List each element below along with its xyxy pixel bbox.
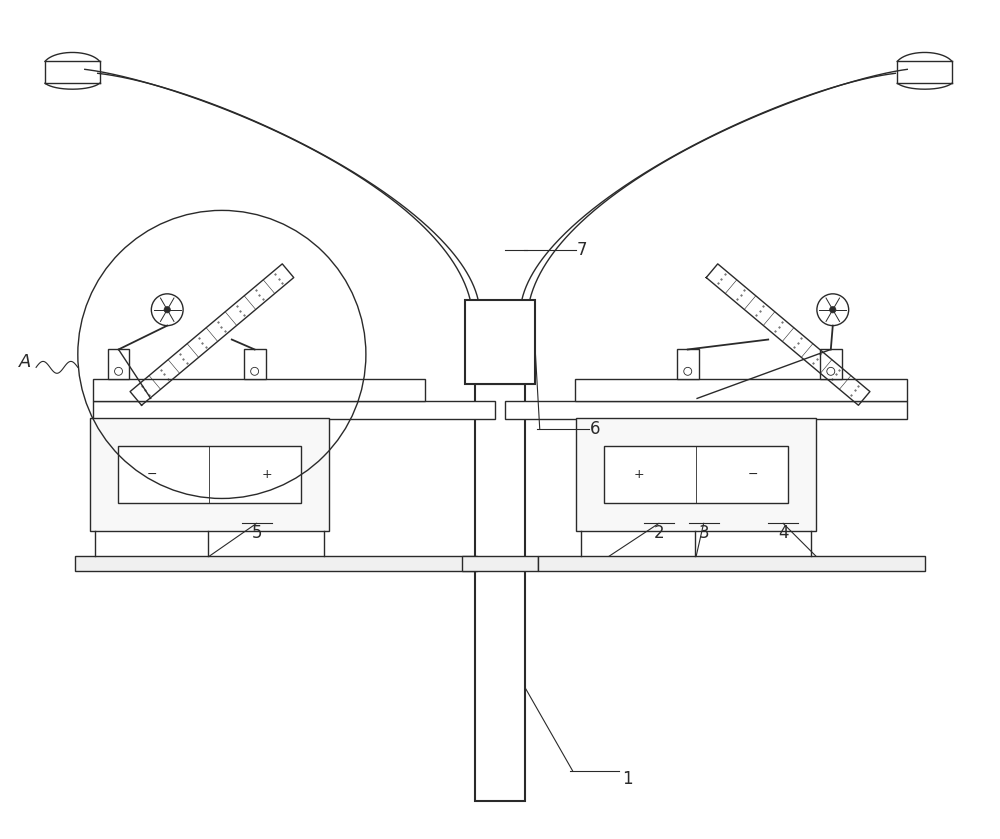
Text: +: + bbox=[634, 468, 644, 481]
Bar bbox=[93, 401, 495, 419]
Text: 1: 1 bbox=[622, 769, 633, 788]
Text: −: − bbox=[147, 468, 158, 481]
Text: A: A bbox=[19, 353, 31, 372]
Text: −: − bbox=[748, 468, 759, 481]
Bar bbox=[575, 379, 907, 401]
Bar bbox=[576, 418, 816, 531]
Text: 3: 3 bbox=[698, 524, 709, 542]
Bar bbox=[244, 350, 266, 379]
Bar bbox=[93, 379, 425, 401]
Text: 4: 4 bbox=[778, 524, 788, 542]
Bar bbox=[465, 300, 535, 384]
Bar bbox=[538, 556, 925, 571]
Bar bbox=[505, 401, 907, 419]
Circle shape bbox=[164, 306, 170, 313]
Text: 5: 5 bbox=[251, 524, 262, 542]
Bar bbox=[604, 446, 788, 503]
Bar bbox=[820, 350, 842, 379]
Bar bbox=[677, 350, 699, 379]
Bar bbox=[462, 556, 538, 571]
Circle shape bbox=[830, 306, 836, 313]
Bar bbox=[75, 556, 477, 571]
Bar bbox=[118, 446, 301, 503]
Text: 7: 7 bbox=[576, 241, 587, 259]
Text: 6: 6 bbox=[589, 420, 600, 438]
Text: 2: 2 bbox=[654, 524, 664, 542]
Text: +: + bbox=[261, 468, 272, 481]
Bar bbox=[108, 350, 129, 379]
Bar bbox=[90, 418, 329, 531]
Bar bbox=[475, 384, 525, 801]
